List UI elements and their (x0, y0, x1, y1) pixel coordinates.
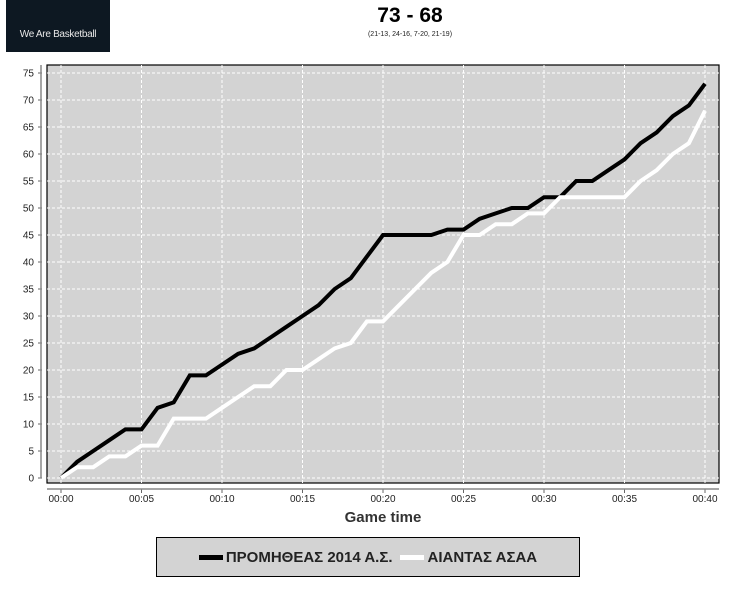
y-tick-label: 10 (23, 420, 35, 431)
y-tick-label: 0 (28, 474, 34, 485)
x-axis-label: Game time (345, 509, 422, 526)
logo-text: We Are Basketball (19, 29, 97, 40)
legend-label-1: ΑΙΑΝΤΑΣ ΑΣΑΑ (427, 548, 538, 566)
quarter-scores: (21-13, 24-16, 7-20, 21-19) (367, 31, 453, 38)
y-tick-label: 60 (23, 150, 35, 161)
y-tick-label: 15 (23, 393, 35, 404)
y-tick-label: 45 (23, 231, 35, 242)
x-tick-label: 00:35 (612, 494, 637, 505)
plot-area (46, 64, 720, 484)
y-tick-label: 65 (23, 123, 35, 134)
x-tick-label: 00:40 (692, 494, 717, 505)
legend-item-1: ΑΙΑΝΤΑΣ ΑΣΑΑ (400, 549, 537, 566)
y-tick-label: 75 (23, 69, 35, 80)
y-tick-label: 55 (23, 177, 35, 188)
final-score: 73 - 68 (377, 4, 443, 27)
y-tick-label: 20 (23, 366, 35, 377)
y-tick-label: 5 (28, 447, 34, 458)
x-tick-label: 00:10 (209, 494, 234, 505)
x-tick-label: 00:30 (531, 494, 556, 505)
y-tick-label: 25 (23, 339, 35, 350)
logo: We Are Basketball (6, 0, 110, 52)
x-tick-label: 00:15 (290, 494, 315, 505)
y-tick-label: 30 (23, 312, 35, 323)
y-tick-label: 35 (23, 285, 35, 296)
x-tick-label: 00:25 (451, 494, 476, 505)
y-tick-label: 40 (23, 258, 35, 269)
x-tick-label: 00:00 (48, 494, 73, 505)
legend: ΠΡΟΜΗΘΕΑΣ 2014 Α.Σ. ΑΙΑΝΤΑΣ ΑΣΑΑ (156, 537, 580, 577)
y-tick-label: 70 (23, 96, 35, 107)
legend-swatch-1 (400, 554, 425, 560)
x-tick-label: 00:20 (370, 494, 395, 505)
legend-label-0: ΠΡΟΜΗΘΕΑΣ 2014 Α.Σ. (225, 548, 393, 566)
legend-swatch-0 (198, 554, 223, 560)
x-tick-label: 00:05 (129, 494, 154, 505)
y-tick-label: 50 (23, 204, 35, 215)
legend-item-0: ΠΡΟΜΗΘΕΑΣ 2014 Α.Σ. (198, 548, 393, 566)
